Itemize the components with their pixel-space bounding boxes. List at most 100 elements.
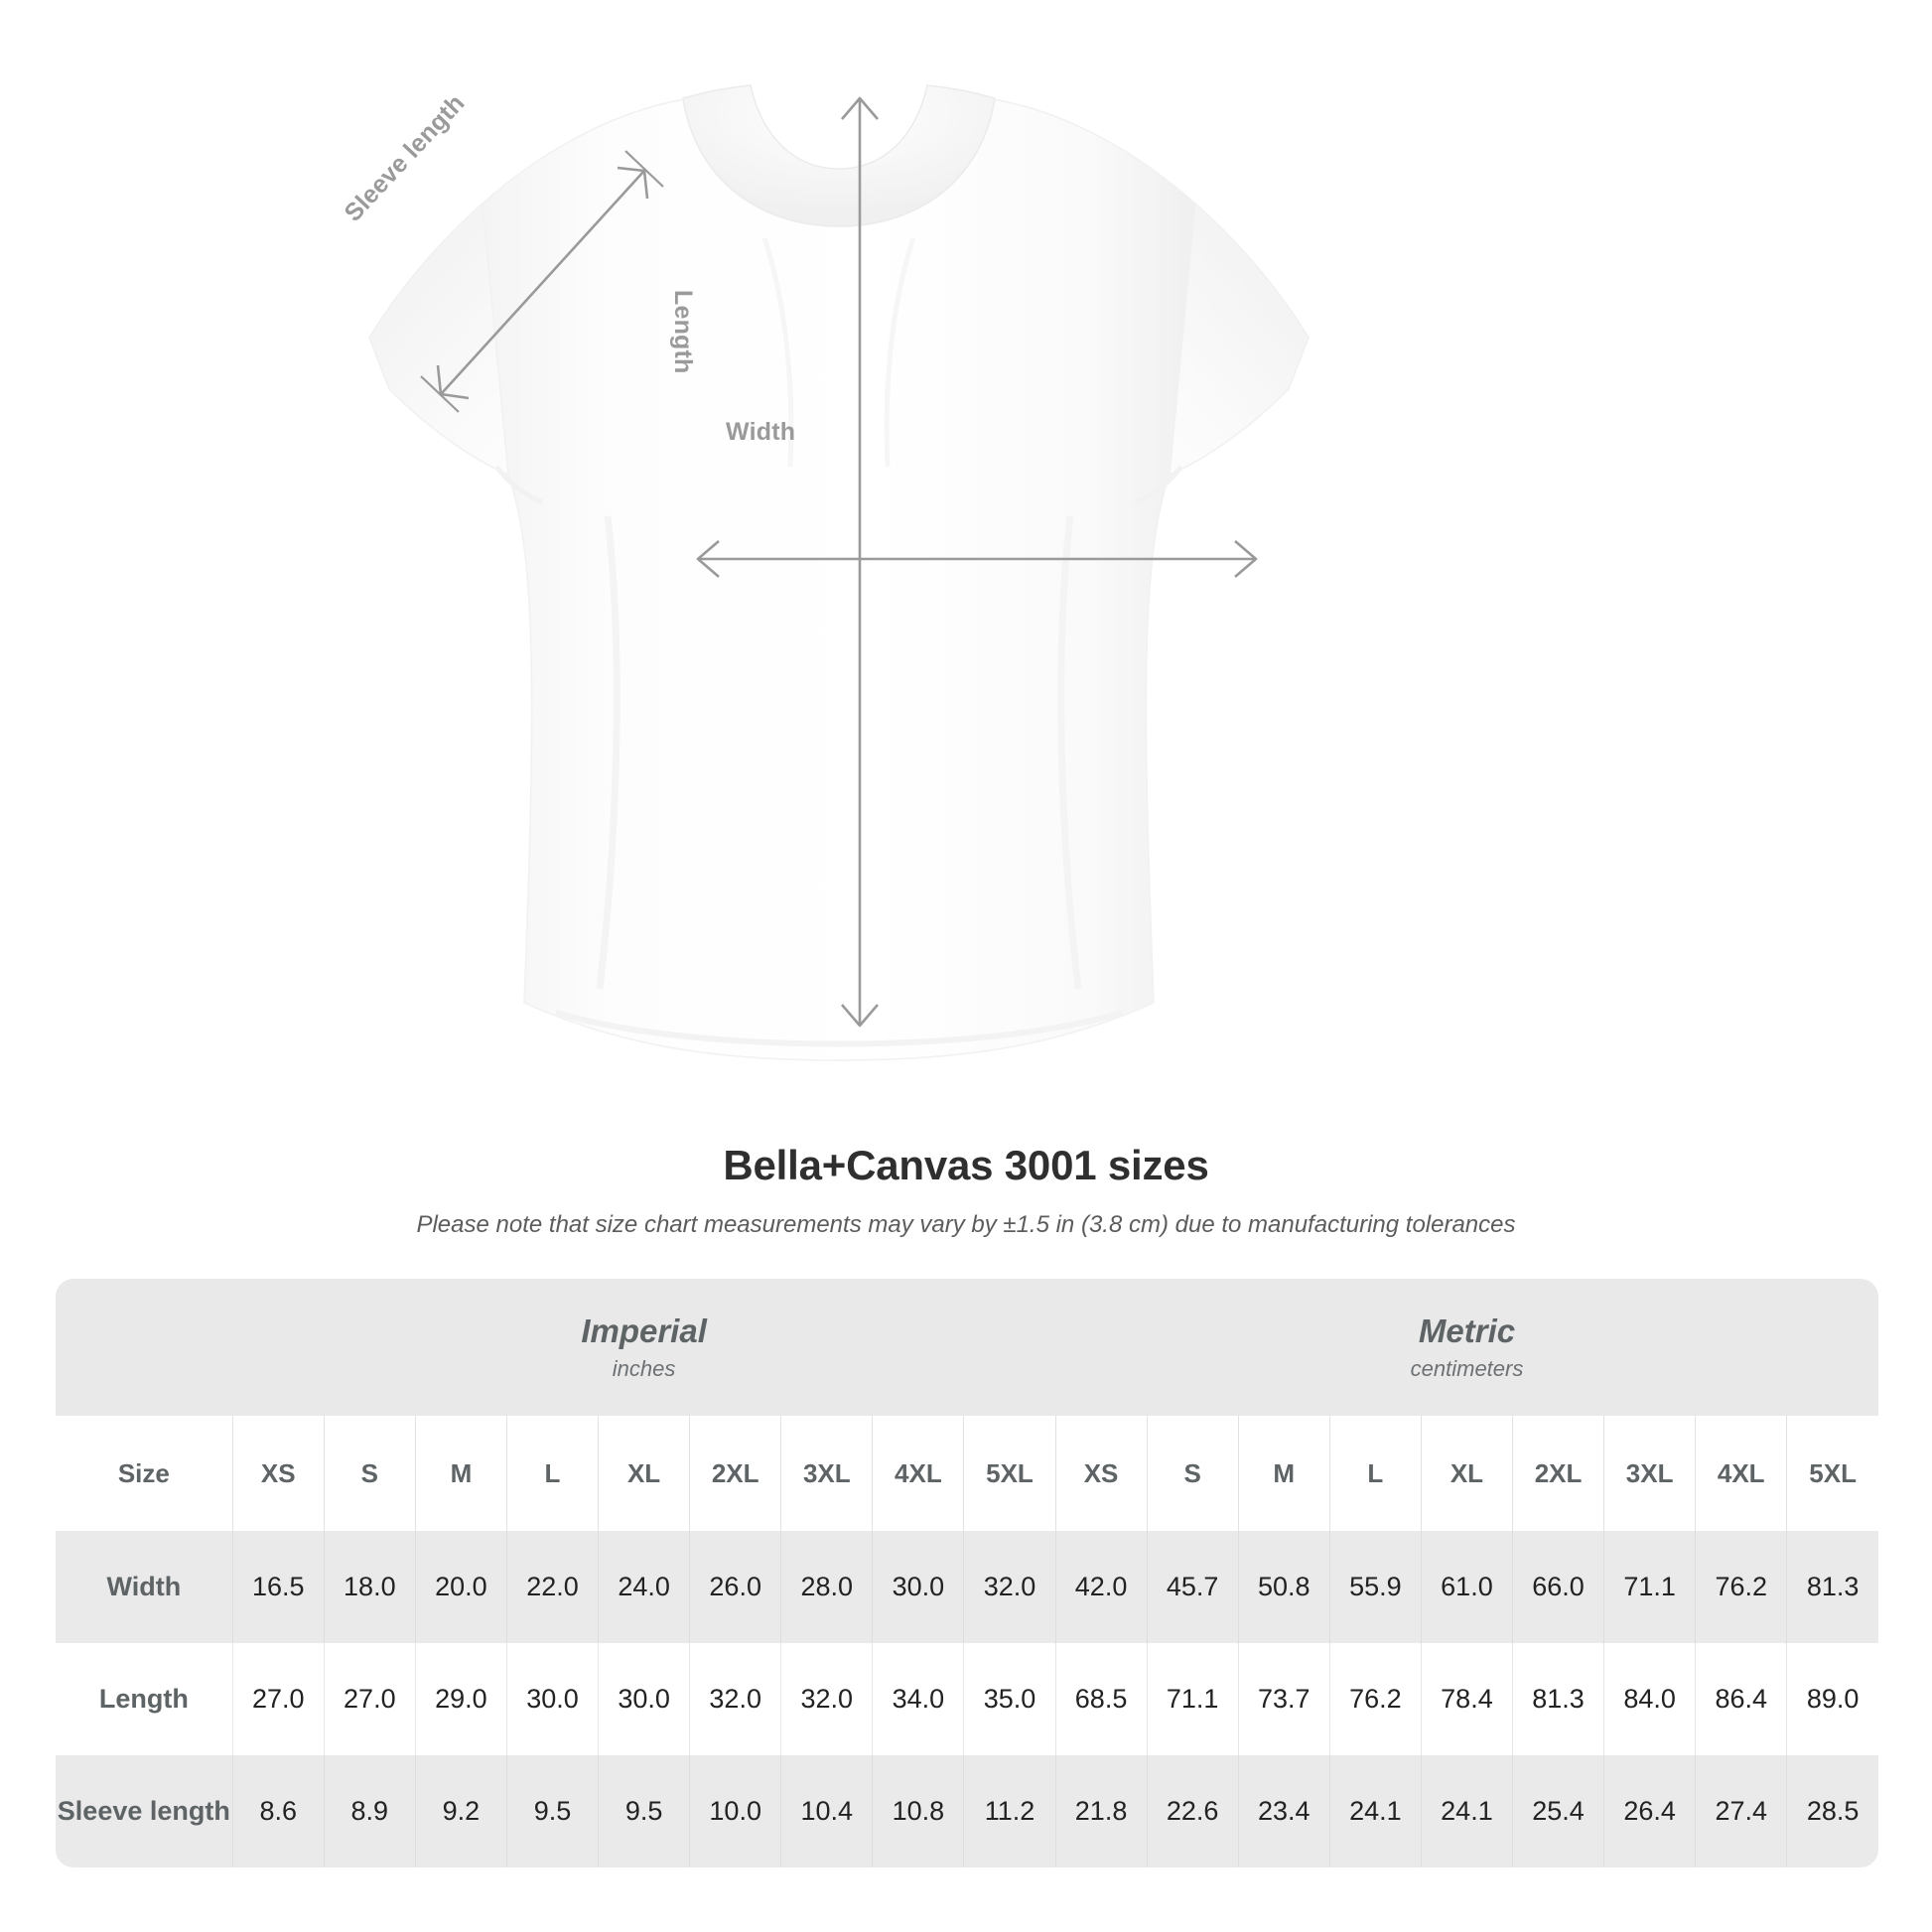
size-table-container: Imperial inches Metric centimeters Size … xyxy=(56,1279,1878,1867)
dimension-arrows xyxy=(420,96,1258,1028)
tolerance-note: Please note that size chart measurements… xyxy=(416,1211,1516,1238)
page-title: Bella+Canvas 3001 sizes xyxy=(723,1142,1209,1188)
cell-length-imperial-xl: 30.0 xyxy=(598,1643,690,1755)
unit-title-metric: Metric xyxy=(1418,1311,1516,1349)
row-label-sleeve-length: Sleeve length xyxy=(56,1755,233,1867)
size-header-imperial-xs: XS xyxy=(231,1416,325,1531)
width-arrow xyxy=(696,540,1258,578)
size-header-metric-m: M xyxy=(1237,1416,1330,1531)
cell-length-metric-xs: 68.5 xyxy=(1054,1643,1148,1755)
size-header-imperial-m: M xyxy=(414,1416,507,1531)
table-row: Sleeve length 8.6 8.9 9.2 9.5 9.5 10.0 1… xyxy=(56,1755,1878,1867)
cell-length-imperial-s: 27.0 xyxy=(323,1643,416,1755)
unit-group-metric: Metric centimeters xyxy=(1055,1279,1878,1416)
size-header-imperial-xl: XL xyxy=(598,1416,690,1531)
unit-group-imperial: Imperial inches xyxy=(232,1279,1056,1416)
size-header-metric-2xl: 2XL xyxy=(1511,1416,1604,1531)
unit-subtitle-imperial: inches xyxy=(612,1356,676,1382)
sleeve-length-arrow xyxy=(420,150,664,413)
cell-width-imperial-s: 18.0 xyxy=(323,1531,416,1643)
t-shirt-image: Sleeve length Length Width xyxy=(339,84,1310,1061)
size-header-imperial-2xl: 2XL xyxy=(689,1416,781,1531)
cell-width-metric-xl: 61.0 xyxy=(1420,1531,1513,1643)
size-header-imperial-4xl: 4XL xyxy=(872,1416,964,1531)
cell-sleeve-imperial-5xl: 11.2 xyxy=(963,1755,1056,1867)
cell-length-imperial-4xl: 34.0 xyxy=(872,1643,964,1755)
chart-heading: Bella+Canvas 3001 sizes Please note that… xyxy=(0,1142,1932,1239)
cell-sleeve-imperial-3xl: 10.4 xyxy=(780,1755,873,1867)
length-arrow xyxy=(841,96,879,1028)
size-header-imperial-s: S xyxy=(323,1416,416,1531)
cell-width-metric-3xl: 71.1 xyxy=(1603,1531,1696,1643)
cell-length-metric-5xl: 89.0 xyxy=(1786,1643,1878,1755)
size-header-label: Size xyxy=(56,1416,233,1531)
shirt-silhouette xyxy=(368,84,1310,1061)
cell-length-metric-s: 71.1 xyxy=(1146,1643,1239,1755)
cell-width-imperial-4xl: 30.0 xyxy=(872,1531,964,1643)
t-shirt-svg xyxy=(368,84,1310,1061)
unit-band-row: Imperial inches Metric centimeters xyxy=(56,1279,1878,1416)
cell-width-metric-xs: 42.0 xyxy=(1054,1531,1148,1643)
cell-sleeve-imperial-l: 9.5 xyxy=(505,1755,599,1867)
cell-length-metric-m: 73.7 xyxy=(1237,1643,1330,1755)
cell-width-metric-s: 45.7 xyxy=(1146,1531,1239,1643)
cell-length-imperial-xs: 27.0 xyxy=(231,1643,325,1755)
cell-width-metric-m: 50.8 xyxy=(1237,1531,1330,1643)
size-header-metric-4xl: 4XL xyxy=(1695,1416,1787,1531)
cell-sleeve-imperial-4xl: 10.8 xyxy=(872,1755,964,1867)
cell-length-metric-4xl: 86.4 xyxy=(1695,1643,1787,1755)
size-header-imperial-5xl: 5XL xyxy=(963,1416,1056,1531)
cell-sleeve-metric-l: 24.1 xyxy=(1328,1755,1422,1867)
size-header-metric-l: L xyxy=(1328,1416,1422,1531)
row-label-length: Length xyxy=(56,1643,233,1755)
cell-sleeve-metric-5xl: 28.5 xyxy=(1786,1755,1878,1867)
size-header-imperial-l: L xyxy=(505,1416,599,1531)
size-header-row: Size XS S M L XL 2XL 3XL 4XL 5XL XS S M … xyxy=(56,1416,1878,1531)
cell-width-imperial-m: 20.0 xyxy=(414,1531,507,1643)
cell-width-imperial-2xl: 26.0 xyxy=(689,1531,781,1643)
cell-length-imperial-2xl: 32.0 xyxy=(689,1643,781,1755)
cell-width-imperial-xl: 24.0 xyxy=(598,1531,690,1643)
cell-width-metric-4xl: 76.2 xyxy=(1695,1531,1787,1643)
cell-width-imperial-l: 22.0 xyxy=(505,1531,599,1643)
cell-sleeve-metric-4xl: 27.4 xyxy=(1695,1755,1787,1867)
size-table: Imperial inches Metric centimeters Size … xyxy=(56,1279,1878,1867)
cell-length-metric-3xl: 84.0 xyxy=(1603,1643,1696,1755)
cell-sleeve-metric-xl: 24.1 xyxy=(1420,1755,1513,1867)
table-row: Length 27.0 27.0 29.0 30.0 30.0 32.0 32.… xyxy=(56,1643,1878,1755)
cell-sleeve-metric-2xl: 25.4 xyxy=(1511,1755,1604,1867)
unit-title-imperial: Imperial xyxy=(581,1311,707,1349)
cell-length-imperial-m: 29.0 xyxy=(414,1643,507,1755)
cell-sleeve-imperial-2xl: 10.0 xyxy=(689,1755,781,1867)
cell-length-imperial-l: 30.0 xyxy=(505,1643,599,1755)
cell-width-metric-5xl: 81.3 xyxy=(1786,1531,1878,1643)
cell-length-metric-2xl: 81.3 xyxy=(1511,1643,1604,1755)
cell-length-imperial-5xl: 35.0 xyxy=(963,1643,1056,1755)
cell-sleeve-imperial-xl: 9.5 xyxy=(598,1755,690,1867)
cell-sleeve-imperial-m: 9.2 xyxy=(414,1755,507,1867)
size-header-metric-s: S xyxy=(1146,1416,1239,1531)
cell-sleeve-metric-m: 23.4 xyxy=(1237,1755,1330,1867)
cell-width-imperial-3xl: 28.0 xyxy=(780,1531,873,1643)
garment-illustration: Sleeve length Length Width xyxy=(339,84,1310,1061)
unit-band-spacer xyxy=(56,1279,233,1416)
size-header-metric-xs: XS xyxy=(1054,1416,1148,1531)
row-label-width: Width xyxy=(56,1531,233,1643)
size-header-imperial-3xl: 3XL xyxy=(780,1416,873,1531)
cell-sleeve-metric-3xl: 26.4 xyxy=(1603,1755,1696,1867)
cell-sleeve-imperial-s: 8.9 xyxy=(323,1755,416,1867)
size-header-metric-5xl: 5XL xyxy=(1786,1416,1878,1531)
cell-sleeve-imperial-xs: 8.6 xyxy=(231,1755,325,1867)
cell-width-imperial-5xl: 32.0 xyxy=(963,1531,1056,1643)
cell-width-imperial-xs: 16.5 xyxy=(231,1531,325,1643)
cell-sleeve-metric-s: 22.6 xyxy=(1146,1755,1239,1867)
cell-length-metric-xl: 78.4 xyxy=(1420,1643,1513,1755)
cell-sleeve-metric-xs: 21.8 xyxy=(1054,1755,1148,1867)
width-label: Width xyxy=(726,418,796,446)
cell-width-metric-l: 55.9 xyxy=(1328,1531,1422,1643)
length-label: Length xyxy=(669,290,697,374)
unit-subtitle-metric: centimeters xyxy=(1410,1356,1524,1382)
cell-length-metric-l: 76.2 xyxy=(1328,1643,1422,1755)
table-row: Width 16.5 18.0 20.0 22.0 24.0 26.0 28.0… xyxy=(56,1531,1878,1643)
